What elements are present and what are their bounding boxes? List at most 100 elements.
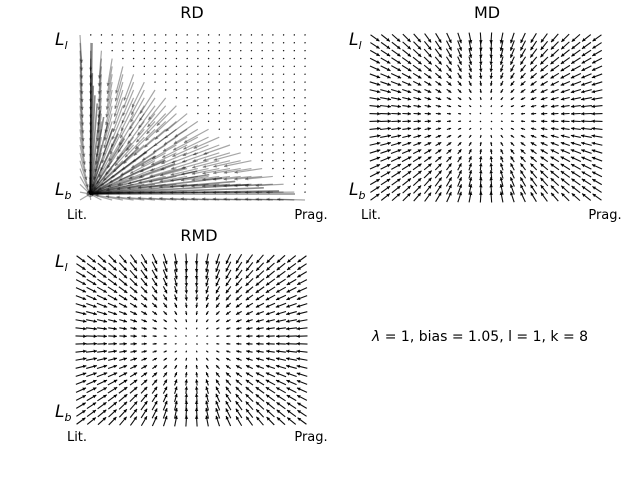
field-arrowhead	[246, 365, 250, 369]
field-arrowhead	[174, 365, 177, 368]
field-arrowhead	[297, 395, 301, 399]
field-arrowhead	[123, 274, 128, 279]
field-dot	[122, 34, 124, 36]
field-arrowhead	[580, 112, 585, 116]
field-arrowhead	[153, 304, 158, 308]
field-arrowhead	[510, 54, 514, 58]
field-arrowhead	[96, 114, 101, 118]
field-arrow	[79, 89, 84, 118]
field-arrowhead	[113, 409, 117, 414]
field-arrowhead	[170, 172, 175, 176]
field-arrowhead	[530, 177, 534, 182]
field-arrowhead	[499, 39, 504, 44]
field-arrowhead	[138, 124, 142, 129]
field-arrowhead	[126, 147, 130, 151]
field-arrowhead	[88, 122, 93, 126]
field-arrowhead	[386, 193, 390, 197]
field-arrowhead	[520, 68, 524, 72]
field-streak	[89, 166, 187, 195]
field-arrowhead	[82, 402, 86, 406]
field-arrowhead	[510, 142, 514, 145]
field-arrowhead	[448, 54, 452, 58]
field-arrow	[114, 74, 124, 102]
field-arrowhead	[106, 90, 110, 95]
field-dot	[240, 120, 242, 123]
field-arrowhead	[427, 82, 432, 86]
field-arrowhead	[107, 184, 112, 188]
field-dot	[229, 89, 231, 91]
field-arrowhead	[560, 119, 565, 123]
field-arrowhead	[182, 159, 186, 163]
field-arrowhead	[194, 275, 199, 280]
field-arrowhead	[459, 128, 462, 130]
field-arrowhead	[235, 267, 240, 272]
field-arrowhead	[458, 142, 462, 145]
field-arrowhead	[296, 387, 301, 391]
field-arrowhead	[215, 296, 220, 301]
field-arrowhead	[560, 112, 565, 116]
field-arrowhead	[133, 357, 137, 361]
field-dot	[218, 120, 220, 123]
field-dot	[143, 50, 145, 52]
field-arrowhead	[150, 167, 154, 172]
field-arrowhead	[216, 327, 219, 330]
field-arrowhead	[225, 400, 229, 405]
field-dot	[282, 175, 285, 178]
field-arrowhead	[500, 97, 503, 100]
field-arrowhead	[90, 191, 94, 196]
field-arrowhead	[92, 281, 97, 285]
field-arrowhead	[92, 296, 97, 301]
field-dot	[250, 50, 253, 52]
field-arrowhead	[133, 394, 138, 398]
field-dot	[218, 73, 220, 75]
field-arrow	[213, 152, 241, 161]
field-arrowhead	[530, 163, 534, 167]
field-arrowhead	[215, 289, 220, 294]
field-arrowhead	[127, 140, 131, 144]
field-arrowhead	[164, 358, 167, 361]
field-arrowhead	[386, 45, 391, 49]
field-arrowhead	[121, 166, 126, 170]
field-arrow	[104, 152, 124, 176]
field-arrowhead	[225, 289, 230, 294]
field-arrowhead	[387, 89, 391, 94]
field-arrowhead	[93, 349, 97, 354]
field-arrowhead	[153, 149, 157, 153]
field-arrowhead	[215, 400, 219, 405]
field-arrowhead	[97, 90, 101, 95]
field-arrowhead	[80, 122, 85, 126]
field-arrowhead	[592, 45, 597, 49]
field-arrowhead	[458, 170, 462, 174]
field-arrowhead	[417, 127, 422, 131]
field-arrowhead	[407, 119, 412, 123]
field-arrowhead	[225, 379, 230, 384]
field-dot	[304, 175, 306, 178]
field-arrow	[97, 89, 103, 118]
field-arrowhead	[95, 145, 100, 150]
field-arrowhead	[265, 379, 270, 383]
field-arrowhead	[97, 98, 101, 103]
field-arrowhead	[571, 193, 576, 197]
field-dot	[143, 65, 145, 68]
field-arrowhead	[448, 192, 452, 196]
field-arrowhead	[550, 178, 555, 182]
field-arrowhead	[592, 186, 597, 190]
field-arrowhead	[570, 97, 575, 101]
field-arrow	[105, 195, 134, 201]
field-arrowhead	[246, 416, 250, 421]
field-arrowhead	[88, 106, 93, 111]
field-arrow	[149, 167, 177, 178]
field-dot	[207, 112, 210, 115]
field-arrowhead	[164, 312, 167, 315]
field-arrowhead	[520, 112, 524, 115]
field-arrowhead	[286, 281, 291, 285]
field-arrow	[79, 66, 83, 95]
field-arrowhead	[90, 193, 94, 197]
field-arrowhead	[458, 177, 462, 181]
field-arrow	[276, 198, 306, 201]
field-arrowhead	[540, 104, 545, 108]
field-dot	[240, 144, 242, 146]
field-arrowhead	[105, 194, 110, 199]
field-arrowhead	[103, 326, 107, 331]
field-arrowhead	[591, 67, 596, 71]
